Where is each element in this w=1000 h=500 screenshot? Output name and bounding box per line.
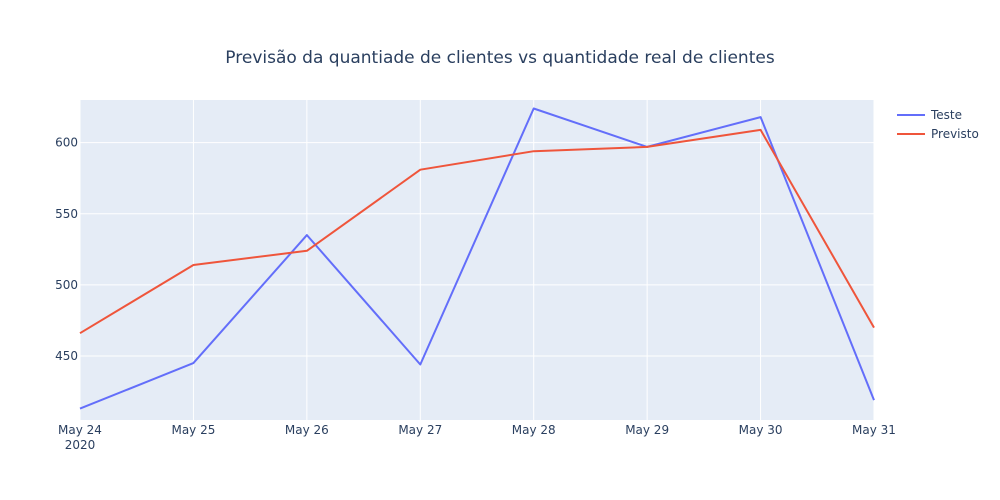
x-tick-label: May 27 <box>398 423 442 437</box>
legend-label: Teste <box>930 108 962 122</box>
y-tick-label: 550 <box>55 207 78 221</box>
grid-layer <box>79 100 875 420</box>
x-tick-label: May 28 <box>512 423 556 437</box>
legend-item-previsto[interactable]: Previsto <box>897 127 979 141</box>
x-tick-label: May 29 <box>625 423 669 437</box>
x-tick-label: May 31 <box>852 423 896 437</box>
y-axis-ticks: 450 500 550 600 <box>55 136 78 363</box>
chart-title: Previsão da quantiade de clientes vs qua… <box>225 48 775 68</box>
y-tick-label: 500 <box>55 278 78 292</box>
x-tick-label: May 25 <box>171 423 215 437</box>
x-tick-year: 2020 <box>65 438 96 452</box>
y-tick-label: 450 <box>55 349 78 363</box>
legend-item-teste[interactable]: Teste <box>897 108 962 122</box>
line-layer <box>79 107 875 410</box>
x-tick-label: May 30 <box>739 423 783 437</box>
plot-background <box>80 100 874 420</box>
x-tick-label: May 24 <box>58 423 102 437</box>
legend-label: Previsto <box>931 127 979 141</box>
x-tick-label: May 26 <box>285 423 329 437</box>
x-axis-ticks: May 24 May 25 May 26 May 27 May 28 May 29 May … <box>58 423 896 452</box>
legend[interactable]: Teste Previsto <box>897 108 979 141</box>
y-tick-label: 600 <box>55 136 78 150</box>
series-line-previsto <box>79 128 875 335</box>
series-line-teste <box>79 107 875 410</box>
